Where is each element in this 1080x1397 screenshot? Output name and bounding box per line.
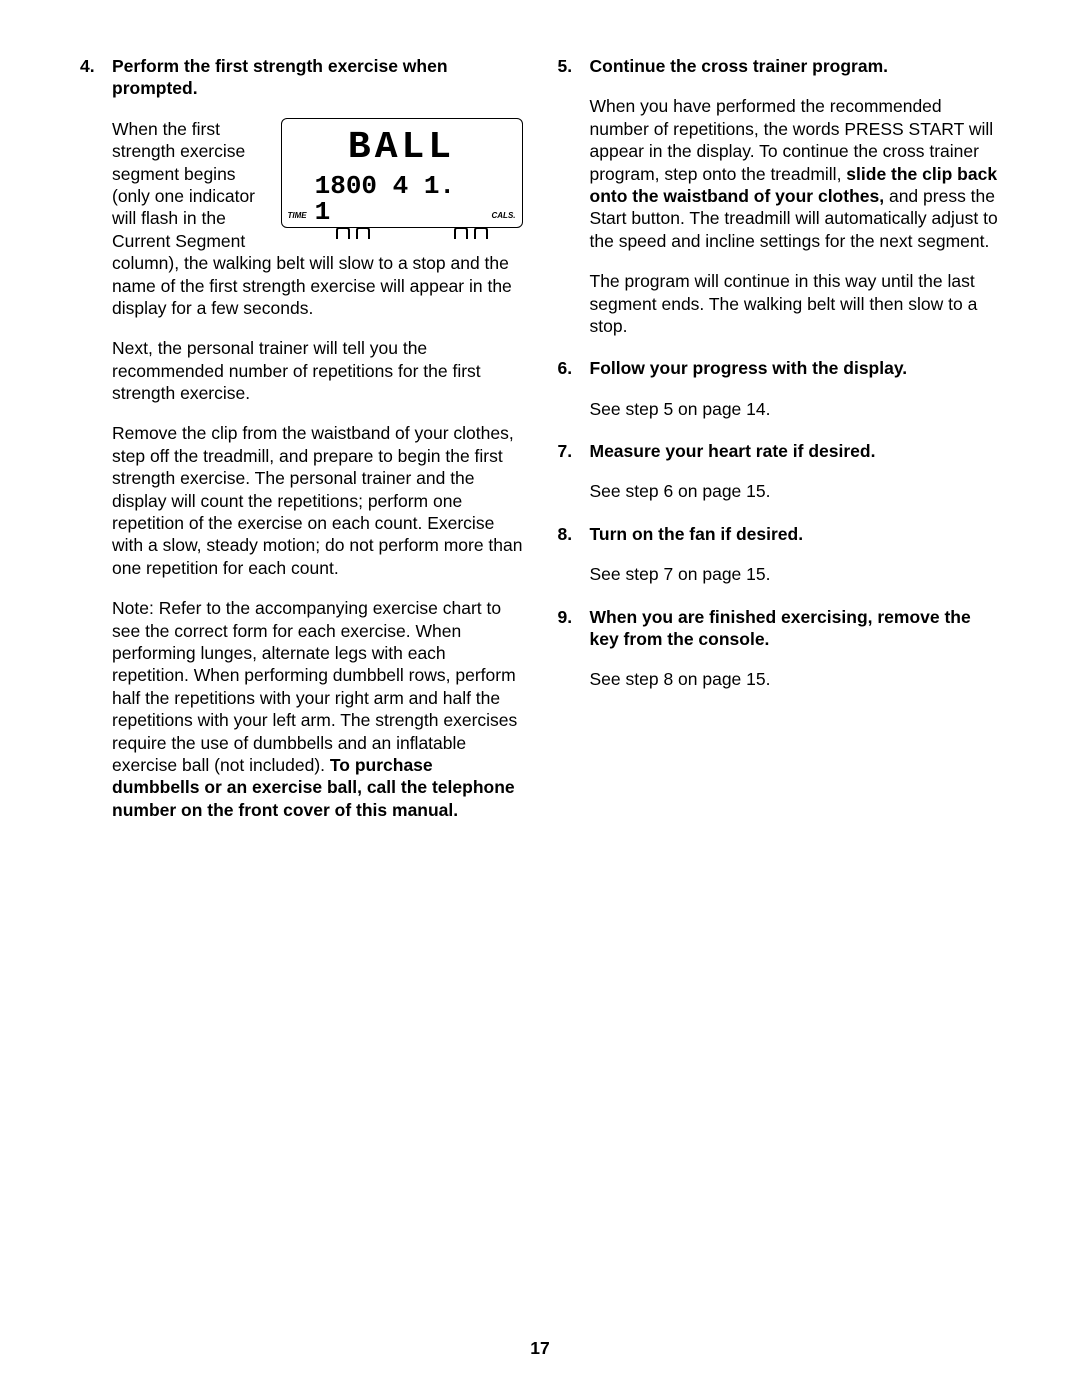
right-column: 5. Continue the cross trainer program. W… xyxy=(558,55,1001,841)
step-8: 8. Turn on the fan if desired. See step … xyxy=(558,523,1001,586)
step-number: 6. xyxy=(558,357,573,379)
lcd-digits: 1800 4 1. 1 xyxy=(315,173,484,225)
lcd-bar-group-right xyxy=(454,227,488,239)
step-9: 9. When you are finished exercising, rem… xyxy=(558,606,1001,691)
lcd-word: BALL xyxy=(288,129,516,167)
lcd-bar xyxy=(356,227,370,239)
step-title: Perform the first strength exercise when… xyxy=(112,55,523,100)
step-number: 8. xyxy=(558,523,573,545)
step-paragraph: Remove the clip from the waistband of yo… xyxy=(112,422,523,579)
left-column: 4. Perform the first strength exercise w… xyxy=(80,55,523,841)
lcd-cals-label: CALS. xyxy=(492,211,516,221)
lcd-bar-indicators xyxy=(288,227,516,239)
step-6: 6. Follow your progress with the display… xyxy=(558,357,1001,420)
step-paragraph: See step 6 on page 15. xyxy=(590,480,1001,502)
step-title: Follow your progress with the display. xyxy=(590,357,1001,379)
step-paragraph-text: Note: Refer to the accompanying exercise… xyxy=(112,598,517,775)
step-number: 9. xyxy=(558,606,573,628)
lcd-display-figure: BALL TIME 1800 4 1. 1 CALS. xyxy=(281,118,523,228)
lcd-bar xyxy=(454,227,468,239)
step-5: 5. Continue the cross trainer program. W… xyxy=(558,55,1001,337)
step-number: 7. xyxy=(558,440,573,462)
lcd-bar-group-left xyxy=(336,227,370,239)
step-paragraph: See step 7 on page 15. xyxy=(590,563,1001,585)
lcd-time-label: TIME xyxy=(288,211,307,221)
step-paragraph: See step 5 on page 14. xyxy=(590,398,1001,420)
page-content: 4. Perform the first strength exercise w… xyxy=(0,0,1080,841)
lcd-bar xyxy=(474,227,488,239)
step-title: When you are finished exercising, remove… xyxy=(590,606,1001,651)
step-title: Measure your heart rate if desired. xyxy=(590,440,1001,462)
step-number: 4. xyxy=(80,55,95,77)
step-title: Continue the cross trainer program. xyxy=(590,55,1001,77)
step-number: 5. xyxy=(558,55,573,77)
page-number: 17 xyxy=(0,1337,1080,1359)
step-paragraph: The program will continue in this way un… xyxy=(590,270,1001,337)
step-4: 4. Perform the first strength exercise w… xyxy=(80,55,523,821)
step-paragraph: Note: Refer to the accompanying exercise… xyxy=(112,597,523,821)
step-7: 7. Measure your heart rate if desired. S… xyxy=(558,440,1001,503)
step-title: Turn on the fan if desired. xyxy=(590,523,1001,545)
lcd-readout-row: TIME 1800 4 1. 1 CALS. xyxy=(288,173,516,225)
step-paragraph: Next, the personal trainer will tell you… xyxy=(112,337,523,404)
step-paragraph: When you have performed the recommended … xyxy=(590,95,1001,252)
step-paragraph: See step 8 on page 15. xyxy=(590,668,1001,690)
lcd-bar xyxy=(336,227,350,239)
